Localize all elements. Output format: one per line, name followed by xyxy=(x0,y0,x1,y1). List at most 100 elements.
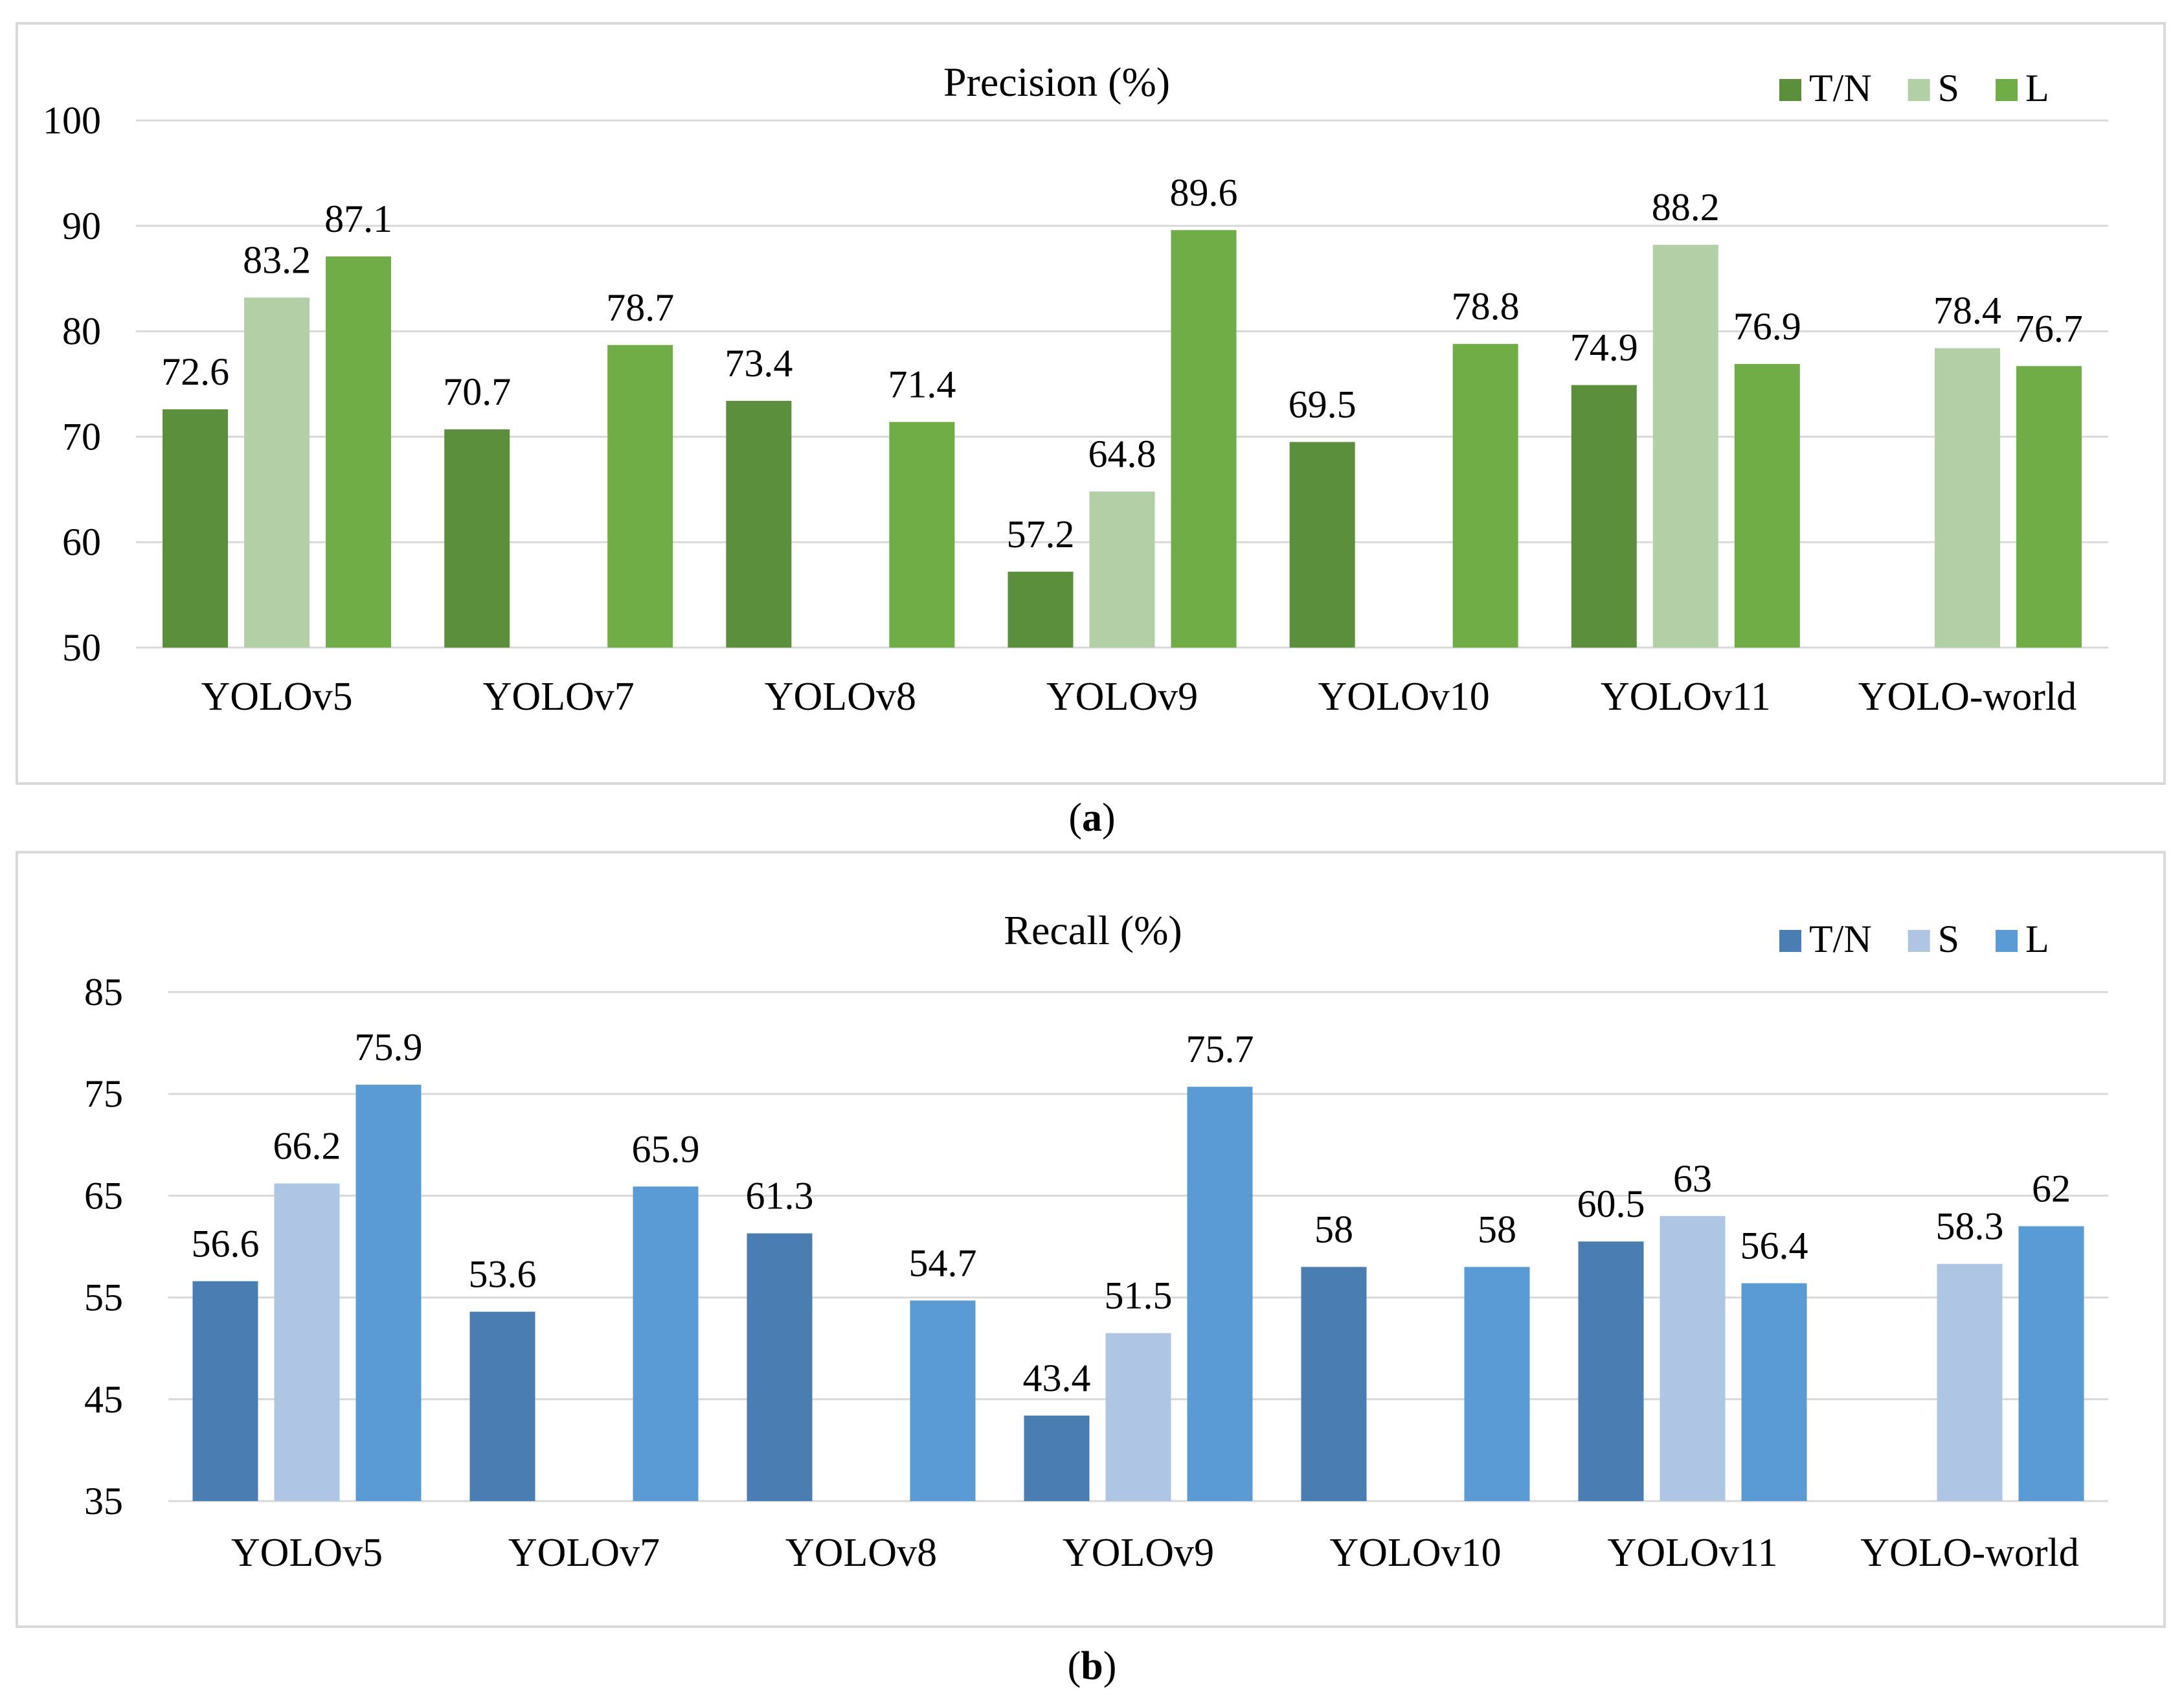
bar-yolov9-s xyxy=(1089,492,1155,648)
bar-yolov5-s xyxy=(244,297,310,648)
legend-label-l: L xyxy=(2025,918,2049,960)
data-label-yolov9-s: 64.8 xyxy=(1088,433,1156,475)
data-label-yolo-world-l: 76.7 xyxy=(2015,307,2083,350)
data-label-yolov10-t-n: 58 xyxy=(1314,1208,1353,1250)
x-tick-label-yolo-world: YOLO-world xyxy=(1858,675,2077,719)
y-tick-label: 100 xyxy=(43,99,101,142)
bar-yolov5-l xyxy=(326,256,392,648)
bar-yolov9-s xyxy=(1105,1333,1171,1501)
bar-yolov5-t-n xyxy=(163,409,229,648)
data-label-yolov9-l: 75.7 xyxy=(1186,1028,1254,1070)
bar-yolov9-l xyxy=(1187,1087,1253,1501)
bar-yolov5-t-n xyxy=(192,1281,258,1501)
legend-label-t-n: T/N xyxy=(1809,67,1872,109)
y-tick-label: 80 xyxy=(62,310,101,353)
recall-chart-panel: Recall (%) 35 45 55 65 75 85 56.6 66.2 75.9 YOLOv5… xyxy=(16,851,2166,1628)
bar-yolov9-l xyxy=(1171,230,1237,648)
x-tick-label-yolov7: YOLOv7 xyxy=(508,1531,660,1575)
data-label-yolov5-l: 87.1 xyxy=(324,198,392,240)
data-label-yolo-world-l: 62 xyxy=(2032,1168,2071,1210)
data-label-yolov5-s: 66.2 xyxy=(273,1125,341,1168)
legend-swatch-l xyxy=(1996,79,2018,101)
x-tick-label-yolov5: YOLOv5 xyxy=(201,675,352,719)
precision-chart-panel: Precision (%) 50 60 70 80 90 100 72.6 83.2 87.1 YO… xyxy=(16,22,2166,785)
bar-yolov11-l xyxy=(1741,1283,1807,1501)
legend-label-s: S xyxy=(1938,918,1959,960)
bar-yolo-world-s xyxy=(1937,1263,2003,1501)
data-label-yolov8-l: 54.7 xyxy=(909,1241,977,1284)
x-tick-label-yolov8: YOLOv8 xyxy=(765,675,916,719)
caption-a: (a) xyxy=(1068,796,1116,840)
y-tick-label: 85 xyxy=(84,971,123,1013)
bar-yolov5-s xyxy=(274,1183,340,1501)
bar-yolov11-t-n xyxy=(1571,385,1637,648)
data-label-yolo-world-s: 78.4 xyxy=(1933,289,2001,332)
y-tick-label: 65 xyxy=(84,1174,123,1217)
caption-b-letter: b xyxy=(1081,1644,1103,1688)
legend-label-t-n: T/N xyxy=(1809,918,1872,960)
data-label-yolov10-t-n: 69.5 xyxy=(1289,383,1357,426)
x-tick-label-yolov11: YOLOv11 xyxy=(1601,675,1771,719)
bar-yolov8-l xyxy=(910,1300,976,1501)
bar-yolov11-l xyxy=(1734,364,1800,648)
data-label-yolov9-s: 51.5 xyxy=(1105,1274,1173,1317)
bar-yolov8-l xyxy=(889,422,955,648)
bar-yolov11-s xyxy=(1660,1215,1726,1501)
data-label-yolov9-t-n: 57.2 xyxy=(1007,513,1075,556)
bar-yolo-world-l xyxy=(2016,366,2082,648)
x-tick-label-yolov11: YOLOv11 xyxy=(1608,1531,1778,1575)
x-tick-label-yolov10: YOLOv10 xyxy=(1318,675,1490,719)
legend-swatch-s xyxy=(1908,79,1930,101)
y-tick-label: 90 xyxy=(62,205,101,247)
bar-yolov11-s xyxy=(1652,245,1718,648)
data-label-yolov7-l: 65.9 xyxy=(632,1127,700,1170)
legend-swatch-s xyxy=(1908,930,1930,952)
data-label-yolov11-t-n: 60.5 xyxy=(1577,1182,1645,1225)
bar-yolov7-l xyxy=(607,345,673,648)
x-tick-label-yolov8: YOLOv8 xyxy=(785,1531,937,1575)
chart-title: Precision (%) xyxy=(943,59,1170,105)
chart-title: Recall (%) xyxy=(1004,907,1182,953)
data-label-yolov9-t-n: 43.4 xyxy=(1023,1357,1091,1399)
bar-yolov10-l xyxy=(1452,344,1518,648)
bar-yolov10-t-n xyxy=(1289,442,1355,648)
bar-yolov5-l xyxy=(355,1085,422,1501)
bar-yolov9-t-n xyxy=(1008,571,1074,648)
caption-b: (b) xyxy=(1067,1644,1117,1688)
x-tick-label-yolov9: YOLOv9 xyxy=(1063,1531,1214,1575)
y-tick-label: 70 xyxy=(62,415,101,458)
data-label-yolov5-t-n: 56.6 xyxy=(192,1222,260,1265)
bar-yolov8-t-n xyxy=(726,401,792,648)
bar-yolov9-t-n xyxy=(1024,1415,1090,1501)
data-label-yolov5-s: 83.2 xyxy=(243,239,311,282)
data-label-yolo-world-s: 58.3 xyxy=(1936,1205,2004,1248)
legend-label-s: S xyxy=(1938,67,1959,109)
data-label-yolov5-t-n: 72.6 xyxy=(161,350,229,393)
data-label-yolov10-l: 78.8 xyxy=(1452,285,1520,328)
data-label-yolov9-l: 89.6 xyxy=(1170,171,1238,214)
recall-chart: Recall (%) 35 45 55 65 75 85 56.6 66.2 75.9 YOLOv5… xyxy=(84,907,2108,1575)
legend-swatch-t-n xyxy=(1779,79,1801,101)
bar-yolo-world-l xyxy=(2018,1226,2084,1501)
x-tick-label-yolov9: YOLOv9 xyxy=(1046,675,1198,719)
y-tick-label: 45 xyxy=(84,1378,123,1421)
data-label-yolov8-t-n: 61.3 xyxy=(746,1175,814,1217)
x-tick-label-yolo-world: YOLO-world xyxy=(1860,1531,2079,1575)
bar-yolov10-t-n xyxy=(1301,1267,1367,1501)
data-label-yolov11-s: 88.2 xyxy=(1652,186,1720,229)
x-tick-label-yolov10: YOLOv10 xyxy=(1329,1531,1501,1575)
data-label-yolov11-l: 56.4 xyxy=(1740,1225,1808,1267)
bar-yolov11-t-n xyxy=(1578,1241,1644,1501)
legend-swatch-l xyxy=(1996,930,2018,952)
y-tick-label: 75 xyxy=(84,1072,123,1115)
bar-yolov7-t-n xyxy=(469,1311,535,1501)
y-tick-label: 60 xyxy=(62,521,101,563)
bar-yolov8-t-n xyxy=(747,1233,813,1501)
data-label-yolov11-t-n: 74.9 xyxy=(1570,326,1638,369)
data-label-yolov5-l: 75.9 xyxy=(355,1026,423,1068)
bar-yolo-world-s xyxy=(1934,348,2000,648)
data-label-yolov7-t-n: 70.7 xyxy=(443,370,511,413)
data-label-yolov7-t-n: 53.6 xyxy=(469,1253,537,1296)
y-tick-label: 35 xyxy=(84,1480,123,1522)
y-tick-label: 55 xyxy=(84,1276,123,1319)
